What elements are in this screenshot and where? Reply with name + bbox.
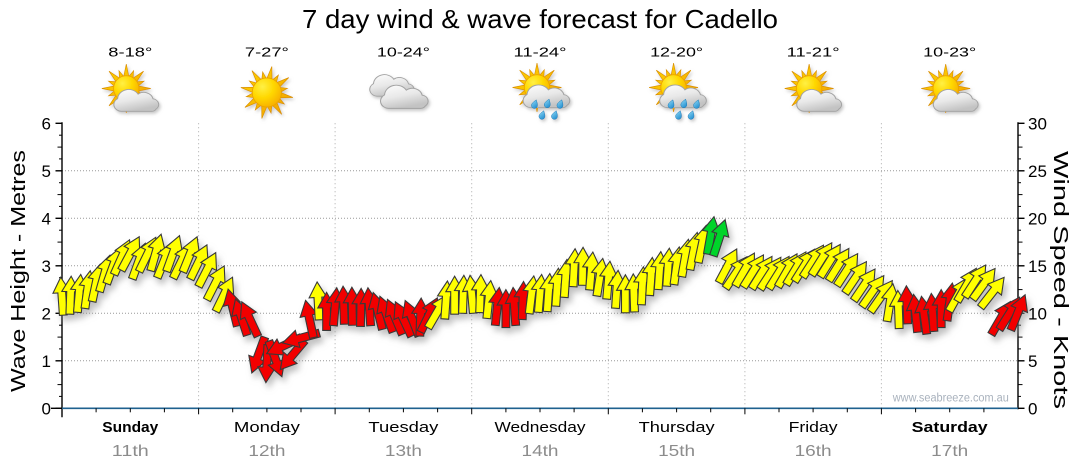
svg-text:12-20°: 12-20° — [650, 45, 703, 60]
svg-text:0: 0 — [1028, 399, 1037, 418]
svg-text:10: 10 — [1028, 304, 1047, 323]
svg-text:7-27°: 7-27° — [245, 45, 289, 60]
svg-text:17th: 17th — [931, 443, 968, 460]
svg-text:5: 5 — [1028, 352, 1037, 371]
svg-text:4: 4 — [42, 209, 51, 228]
svg-text:20: 20 — [1028, 209, 1047, 228]
svg-text:10-23°: 10-23° — [923, 45, 976, 60]
svg-text:Wednesday: Wednesday — [495, 419, 587, 436]
svg-text:Tuesday: Tuesday — [368, 419, 439, 436]
svg-text:1: 1 — [42, 352, 51, 371]
svg-text:14th: 14th — [522, 443, 559, 460]
svg-text:16th: 16th — [795, 443, 832, 460]
svg-text:8-18°: 8-18° — [108, 45, 152, 60]
svg-text:Thursday: Thursday — [639, 419, 716, 436]
svg-text:30: 30 — [1028, 114, 1047, 133]
svg-text:Sunday: Sunday — [102, 419, 159, 436]
svg-text:www.seabreeze.com.au: www.seabreeze.com.au — [892, 393, 1009, 405]
svg-text:10-24°: 10-24° — [377, 45, 430, 60]
svg-text:5: 5 — [42, 162, 51, 181]
svg-text:15: 15 — [1028, 257, 1047, 276]
svg-text:13th: 13th — [385, 443, 422, 460]
svg-text:11-24°: 11-24° — [514, 45, 567, 60]
svg-text:2: 2 — [42, 304, 51, 323]
svg-text:15th: 15th — [658, 443, 695, 460]
svg-text:11th: 11th — [112, 443, 149, 460]
svg-text:6: 6 — [42, 114, 51, 133]
svg-text:Friday: Friday — [789, 419, 839, 436]
svg-text:25: 25 — [1028, 162, 1047, 181]
svg-text:0: 0 — [42, 399, 51, 418]
svg-text:11-21°: 11-21° — [787, 45, 840, 60]
svg-text:3: 3 — [42, 257, 51, 276]
svg-text:Wind Speed - Knots: Wind Speed - Knots — [1049, 151, 1071, 409]
svg-text:Monday: Monday — [234, 419, 301, 436]
svg-text:Wave Height - Metres: Wave Height - Metres — [8, 150, 30, 392]
svg-text:12th: 12th — [248, 443, 285, 460]
svg-text:7 day wind & wave forecast for: 7 day wind & wave forecast for Cadello — [302, 4, 778, 34]
svg-text:Saturday: Saturday — [912, 419, 989, 436]
